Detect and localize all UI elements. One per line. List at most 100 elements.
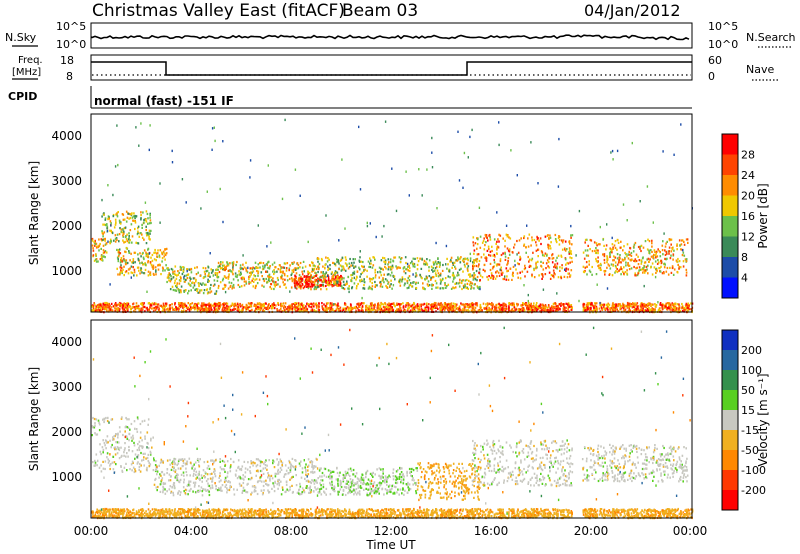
power-cell xyxy=(598,267,600,270)
power-cell xyxy=(631,258,633,261)
power-cell xyxy=(587,302,590,305)
velocity-cell xyxy=(131,439,133,442)
power-cell xyxy=(589,238,592,242)
velocity-cell xyxy=(133,470,136,474)
power-cell xyxy=(437,257,439,260)
power-cell xyxy=(142,306,145,309)
power-cell xyxy=(137,258,140,261)
power-cell xyxy=(486,302,489,305)
power-cell xyxy=(136,305,139,308)
power-cell xyxy=(586,238,588,241)
power-cell xyxy=(400,257,403,260)
power-cell xyxy=(176,274,178,277)
power-cell xyxy=(308,264,311,267)
cpid-value: normal (fast) -151 IF xyxy=(94,94,234,108)
power-cell xyxy=(255,278,258,281)
power-cell xyxy=(256,269,258,273)
power-cell xyxy=(552,309,555,312)
power-cell xyxy=(493,258,495,262)
power-cell xyxy=(568,247,571,250)
power-cell xyxy=(320,271,322,274)
power-cell xyxy=(499,305,501,308)
power-cell xyxy=(248,282,250,285)
power-cell xyxy=(104,223,106,226)
power-cell xyxy=(391,306,393,309)
power-cell xyxy=(424,307,427,310)
power-cell xyxy=(382,303,385,306)
power-cell xyxy=(324,306,327,309)
power-cell xyxy=(619,257,621,260)
power-cell xyxy=(282,266,284,269)
velocity-cell xyxy=(96,464,98,467)
power-cell xyxy=(231,308,234,311)
power-cell xyxy=(531,273,533,276)
power-cell xyxy=(542,288,545,291)
power-cell xyxy=(126,261,129,265)
power-cell xyxy=(654,254,657,257)
power-cell xyxy=(329,304,331,307)
power-cell xyxy=(513,302,515,305)
power-cell xyxy=(421,277,423,280)
power-cell xyxy=(93,303,96,306)
velocity-cell xyxy=(107,416,109,419)
power-cell xyxy=(546,306,549,309)
power-cell xyxy=(419,257,421,260)
power-cell xyxy=(158,254,161,257)
power-cell xyxy=(149,232,151,235)
power-cell xyxy=(678,309,680,312)
power-cell xyxy=(235,263,237,267)
power-cell xyxy=(181,178,184,181)
power-cell xyxy=(570,305,572,308)
power-cell xyxy=(156,307,158,310)
power-cell xyxy=(550,274,553,277)
power-cell xyxy=(315,302,318,305)
power-cell xyxy=(272,307,274,310)
power-cell xyxy=(641,309,644,313)
power-cell xyxy=(492,303,494,306)
power-cell xyxy=(522,307,525,310)
power-cell xyxy=(344,303,347,306)
power-cell xyxy=(374,276,377,279)
power-cell xyxy=(130,308,132,311)
power-cell xyxy=(124,263,127,266)
power-cell xyxy=(588,260,590,263)
velocity-cell xyxy=(94,424,96,427)
power-cell xyxy=(92,247,94,250)
power-cell xyxy=(499,304,502,307)
power-cell xyxy=(681,254,684,257)
power-cell xyxy=(603,255,606,258)
power-cell xyxy=(395,209,398,213)
power-cell xyxy=(504,239,506,242)
power-cell xyxy=(426,304,428,307)
power-cell xyxy=(662,253,664,256)
power-cell xyxy=(605,248,607,251)
power-cell xyxy=(283,283,285,286)
power-cell xyxy=(625,304,627,307)
power-cell xyxy=(368,277,371,280)
power-cell xyxy=(249,275,251,278)
power-cell xyxy=(374,268,377,271)
power-cell xyxy=(146,306,148,309)
power-cell xyxy=(104,256,106,259)
power-cell xyxy=(346,280,348,283)
power-cell xyxy=(324,280,326,283)
power-cell xyxy=(140,267,142,270)
power-cell xyxy=(329,279,332,282)
power-cell xyxy=(547,304,550,307)
power-cell xyxy=(343,268,345,271)
power-cell xyxy=(336,271,339,274)
power-cell xyxy=(474,306,477,309)
power-cell xyxy=(558,243,561,246)
power-cell xyxy=(376,271,379,274)
power-cell xyxy=(685,271,688,274)
power-cell xyxy=(326,283,329,286)
power-cell xyxy=(391,309,394,312)
power-cell xyxy=(637,263,640,266)
power-cell xyxy=(508,308,510,312)
power-cell xyxy=(100,247,102,250)
power-cell xyxy=(123,259,126,262)
power-cell xyxy=(616,149,619,153)
power-cell xyxy=(188,309,191,312)
power-cell xyxy=(255,304,258,307)
power-cell xyxy=(337,260,339,263)
